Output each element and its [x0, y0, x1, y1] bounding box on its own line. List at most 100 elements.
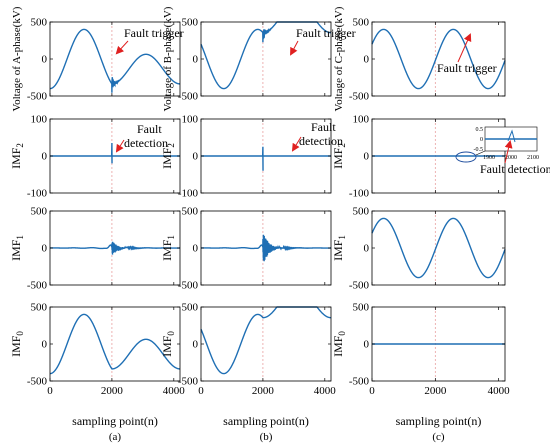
y-tick-label: 500: [31, 17, 48, 29]
y-tick-label: 500: [182, 302, 199, 314]
x-tick-label: 4000: [163, 385, 186, 397]
fault-detection-label-a2: detection: [124, 136, 168, 150]
y-tick-label: 500: [31, 302, 48, 314]
y-axis-label: IMF1: [160, 235, 176, 261]
fault-detection-label-c1: Fault detection: [480, 162, 550, 176]
panel-b-imf1: -500 0 500: [178, 206, 332, 292]
y-tick-label: -100: [27, 188, 48, 200]
x-tick-label: 0: [47, 385, 53, 397]
y-tick-label: 100: [353, 114, 370, 126]
y-axis-label: IMF1: [331, 235, 347, 261]
inset-y-tick-label: 0.5: [476, 127, 484, 133]
inset-y-tick-label: -0.5: [474, 147, 484, 153]
y-tick-label: -100: [349, 188, 370, 200]
y-axis-label-sub: 2: [337, 143, 347, 148]
panel-c-voltage: -500 0 500: [349, 17, 506, 103]
y-axis-label-base: IMF: [160, 335, 174, 357]
inset-spike: [507, 129, 516, 143]
y-tick-label: 0: [42, 339, 48, 351]
fault-detection-label-b1: Fault: [311, 120, 336, 134]
axes-box: [371, 21, 506, 97]
y-axis-label: IMF0: [160, 331, 176, 357]
column-label: (b): [260, 431, 273, 443]
y-axis-label-base: IMF: [160, 147, 174, 169]
y-tick-label: 0: [364, 151, 370, 163]
fault-detection-arrow-c: [504, 140, 513, 164]
y-tick-label: -500: [178, 91, 199, 103]
y-axis-label-base: IMF: [331, 239, 345, 261]
x-axis-label: sampling point(n): [72, 414, 158, 428]
labels-layer: Voltage of A-phase(kV) Voltage of B-phase…: [9, 6, 481, 443]
y-axis-label-base: IMF: [160, 239, 174, 261]
x-tick-label: 0: [369, 385, 375, 397]
x-axis-label: sampling point(n): [223, 414, 309, 428]
y-tick-label: 0: [42, 54, 48, 66]
fault-detection-label-a1: Fault: [137, 122, 162, 136]
y-tick-label: -500: [178, 280, 199, 292]
fault-trigger-arrow-c: [457, 33, 472, 63]
y-axis-label-base: IMF: [9, 147, 23, 169]
y-axis-label-sub: 1: [337, 235, 347, 240]
y-tick-label: -500: [349, 280, 370, 292]
y-axis-label: Voltage of A-phase(kV): [11, 6, 23, 111]
y-tick-label: 0: [193, 339, 199, 351]
series-line: [50, 28, 180, 93]
panel-a-imf1: -500 0 500: [27, 206, 181, 292]
y-tick-label: 500: [353, 17, 370, 29]
y-tick-label: 0: [364, 339, 370, 351]
y-axis-label: IMF0: [331, 331, 347, 357]
annotations-layer: Fault trigger Fault trigger Fault trigger F…: [115, 26, 550, 176]
y-axis-label-sub: 0: [166, 331, 176, 336]
axes-box: [200, 306, 332, 382]
y-tick-label: -500: [27, 376, 48, 388]
y-tick-label: -500: [349, 376, 370, 388]
zoom-ellipse: [455, 151, 477, 163]
inset-x-tick-label: 2000: [505, 155, 517, 161]
inset-x-tick-label: 1900: [483, 155, 495, 161]
fault-detection-arrow-a: [115, 139, 125, 153]
fault-trigger-arrow-b: [290, 40, 299, 56]
y-axis-label: Voltage of B-phase(kV): [162, 6, 174, 111]
x-axis-label: sampling point(n): [396, 414, 482, 428]
series-line: [371, 28, 506, 90]
fault-trigger-arrow-a: [115, 40, 129, 55]
panel-a-voltage: -500 0 500: [27, 17, 181, 103]
y-axis-label-base: IMF: [331, 147, 345, 169]
y-axis-label: IMF1: [9, 235, 25, 261]
axes-box: [371, 210, 506, 286]
panel-b-voltage: -500 0 500: [178, 17, 332, 103]
y-axis-label-sub: 0: [15, 331, 25, 336]
y-axis-label-base: IMF: [9, 239, 23, 261]
y-tick-label: -500: [27, 91, 48, 103]
inset-x-tick-label: 2100: [527, 155, 539, 161]
y-tick-label: 100: [182, 114, 199, 126]
series-line: [49, 313, 180, 375]
x-tick-label: 0: [198, 385, 204, 397]
series-line: [50, 241, 180, 255]
y-tick-label: 0: [193, 54, 199, 66]
y-tick-label: -500: [178, 376, 199, 388]
y-tick-label: 0: [42, 151, 48, 163]
x-tick-label: 4000: [314, 385, 337, 397]
x-tick-label: 2000: [101, 385, 124, 397]
panel-a-imf2: -100 0 100: [27, 114, 181, 200]
y-axis-label-sub: 2: [15, 143, 25, 148]
panel-c-imf1: -500 0 500: [349, 206, 506, 292]
fault-detection-arrow-b: [291, 136, 302, 152]
panel-c-imf2: -100 0 100: [349, 114, 506, 200]
y-axis-label: IMF2: [331, 143, 347, 169]
y-axis-label: IMF2: [9, 143, 25, 169]
series-line: [371, 217, 506, 279]
y-tick-label: 500: [182, 17, 199, 29]
y-tick-label: 500: [353, 206, 370, 218]
y-tick-label: 500: [353, 302, 370, 314]
y-tick-label: -500: [349, 91, 370, 103]
y-tick-label: 0: [364, 243, 370, 255]
column-label: (c): [432, 431, 445, 443]
y-axis-label-base: IMF: [9, 335, 23, 357]
y-axis-label: Voltage of C-phase(kV): [333, 6, 345, 111]
y-tick-label: 500: [182, 206, 199, 218]
x-tick-label: 4000: [488, 385, 511, 397]
